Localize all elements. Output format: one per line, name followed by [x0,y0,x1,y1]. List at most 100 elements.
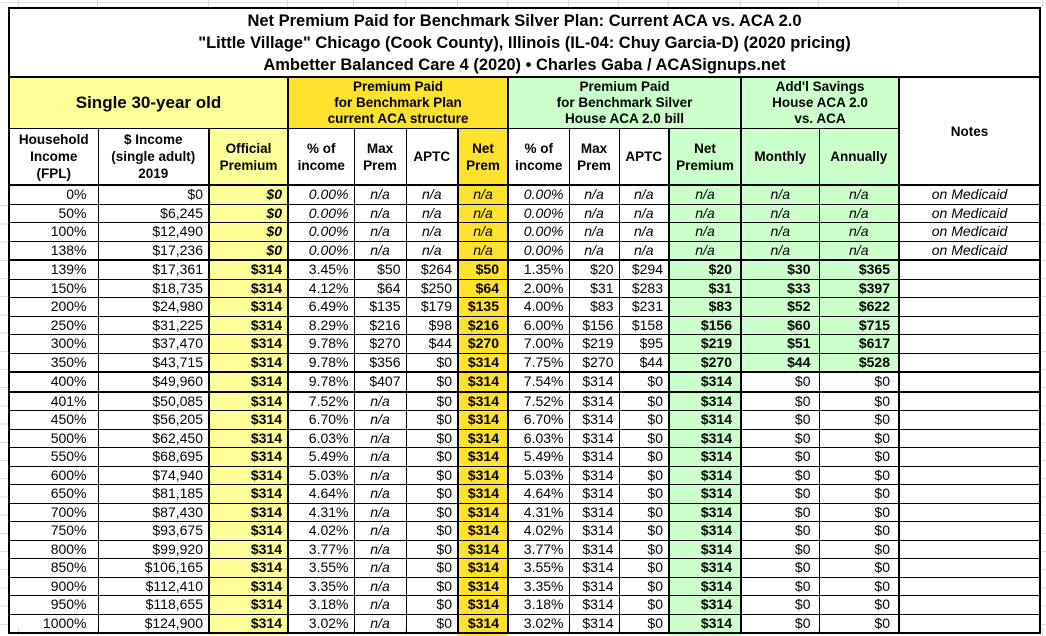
cell-aptc-aca: n/a [405,184,459,205]
cell-max-prem-aca: n/a [353,240,407,261]
cell-fpl: 850% [8,558,99,578]
cell-official-premium: $314 [208,558,289,578]
cell-fpl: 400% [8,371,99,393]
cell-income: $93,675 [97,521,210,541]
cell-aptc-aca2: $0 [618,391,670,411]
cell-annual-savings: $365 [818,259,900,280]
sheet-gridline-stub [1042,0,1043,7]
cell-monthly-savings: $0 [740,371,820,393]
cell-pct-income-aca2: 3.02% [507,613,570,634]
cell-pct-income-aca: 4.64% [287,484,355,504]
table-row: 650% $81,185 $314 4.64% n/a $0 $314 4.64% $314 $0… [8,484,1041,504]
cell-note [897,410,1041,430]
cell-aptc-aca: n/a [405,222,459,242]
cell-aptc-aca: $0 [405,352,459,373]
cell-net-prem-aca: n/a [457,222,509,242]
group-header-person: Single 30-year old [8,76,289,129]
cell-aptc-aca: $98 [405,315,459,335]
cell-max-prem-aca2: $314 [568,391,620,411]
cell-max-prem-aca: $270 [353,334,407,354]
cell-aptc-aca: $0 [405,465,459,485]
cell-max-prem-aca2: $314 [568,502,620,522]
cell-official-premium: $314 [208,502,289,522]
cell-note [897,447,1041,467]
cell-income: $6,245 [97,203,210,223]
cell-income: $17,361 [97,259,210,280]
cell-pct-income-aca: 4.31% [287,502,355,522]
cell-note: on Medicaid [897,240,1041,261]
cell-income: $99,920 [97,539,210,559]
cell-aptc-aca: $0 [405,484,459,504]
cell-fpl: 450% [8,410,99,430]
cell-net-premium-aca2: $314 [668,391,742,411]
cell-max-prem-aca2: $219 [568,334,620,354]
cell-max-prem-aca: n/a [353,203,407,223]
cell-net-prem-aca: $314 [457,447,509,467]
cell-max-prem-aca2: n/a [568,184,620,205]
cell-aptc-aca: n/a [405,240,459,261]
cell-pct-income-aca: 8.29% [287,315,355,335]
cell-annual-savings: $0 [818,484,900,504]
cell-fpl: 139% [8,259,99,280]
cell-max-prem-aca: $407 [353,371,407,393]
cell-annual-savings: $0 [818,391,900,411]
cell-aptc-aca2: $0 [618,539,670,559]
cell-pct-income-aca: 0.00% [287,184,355,205]
cell-annual-savings: $715 [818,315,900,335]
cell-net-premium-aca2: $314 [668,447,742,467]
cell-net-premium-aca2: $156 [668,315,742,335]
table-row: 0% $0 $0 0.00% n/a n/a n/a 0.00% n/a n/a n/a n/a n/a… [8,184,1041,205]
table-row: 800% $99,920 $314 3.77% n/a $0 $314 3.77% $314 $0… [8,539,1041,559]
column-header-aptc-aca: APTC [405,128,459,186]
cell-note [897,613,1041,634]
cell-max-prem-aca: $135 [353,297,407,317]
sheet-gridline-stub [668,0,669,7]
cell-max-prem-aca: n/a [353,595,407,615]
cell-pct-income-aca2: 3.55% [507,558,570,578]
cell-pct-income-aca: 3.35% [287,576,355,596]
cell-note [897,428,1041,448]
sheet-gridline-stub [898,0,899,7]
group-header-savings: Add'l Savings House ACA 2.0 vs. ACA [740,76,900,129]
cell-official-premium: $0 [208,222,289,242]
cell-pct-income-aca2: 7.75% [507,352,570,373]
cell-annual-savings: $0 [818,502,900,522]
cell-pct-income-aca: 9.78% [287,352,355,373]
cell-note [897,539,1041,559]
cell-income: $24,980 [97,297,210,317]
cell-fpl: 1000% [8,613,99,634]
cell-max-prem-aca2: $314 [568,465,620,485]
cell-monthly-savings: $0 [740,613,820,634]
cell-net-prem-aca: $314 [457,502,509,522]
table-row: 950% $118,655 $314 3.18% n/a $0 $314 3.18% $314 $… [8,595,1041,615]
cell-monthly-savings: $0 [740,595,820,615]
table-row: 700% $87,430 $314 4.31% n/a $0 $314 4.31% $314 $0… [8,502,1041,522]
cell-official-premium: $314 [208,484,289,504]
cell-aptc-aca2: $44 [618,352,670,373]
cell-official-premium: $314 [208,428,289,448]
cell-net-premium-aca2: $314 [668,410,742,430]
cell-annual-savings: $0 [818,465,900,485]
cell-net-prem-aca: $314 [457,539,509,559]
cell-official-premium: $314 [208,371,289,393]
cell-income: $112,410 [97,576,210,596]
cell-max-prem-aca2: $270 [568,352,620,373]
cell-net-prem-aca: $64 [457,278,509,298]
group-header-current-aca: Premium Paid for Benchmark Plan current … [287,76,509,129]
table-row: 400% $49,960 $314 9.78% $407 $0 $314 7.54% $314 $… [8,371,1041,393]
column-header-official-premium: Official Premium [208,128,289,186]
cell-net-premium-aca2: $314 [668,595,742,615]
cell-pct-income-aca: 6.70% [287,410,355,430]
cell-official-premium: $314 [208,259,289,280]
cell-monthly-savings: $0 [740,484,820,504]
cell-aptc-aca2: $0 [618,428,670,448]
cell-monthly-savings: $0 [740,576,820,596]
cell-net-prem-aca: $314 [457,391,509,411]
sheet-gridline-stub [618,0,619,7]
cell-pct-income-aca2: 7.54% [507,371,570,393]
table-row: 600% $74,940 $314 5.03% n/a $0 $314 5.03% $314 $0… [8,465,1041,485]
cell-fpl: 350% [8,352,99,373]
cell-max-prem-aca2: $314 [568,410,620,430]
cell-monthly-savings: n/a [740,240,820,261]
